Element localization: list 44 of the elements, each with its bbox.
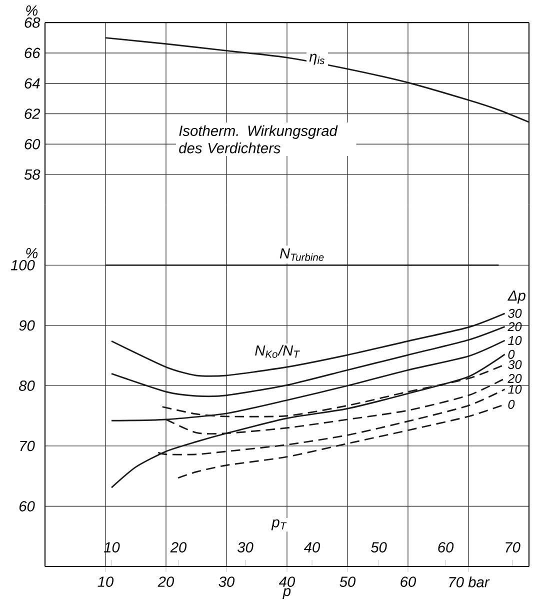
series-label: 10 (508, 384, 522, 394)
series-label: 10 (508, 336, 522, 345)
x2-tick-label: 50 (370, 542, 387, 552)
y-tick-label: 60 (24, 138, 40, 150)
series-label: η$_{is}$ (309, 54, 324, 65)
y-tick-label: 68 (24, 17, 40, 28)
line-series (104, 37, 529, 123)
line-series (110, 326, 506, 397)
y-tick-label: 58 (24, 169, 40, 180)
x2-axis-title: p$_{T}$ (271, 519, 287, 530)
annotation: Isotherm. Wirkungsgrad des Verdichters (179, 125, 338, 154)
y-tick-label: 66 (24, 48, 40, 58)
y-tick-label: 62 (24, 108, 40, 119)
series-label: 0 (508, 400, 515, 409)
series-label: 30 (508, 360, 522, 370)
x-tick-label: 20 (158, 576, 174, 587)
y-tick-label: 80 (19, 380, 35, 391)
y-tick-label: 90 (19, 320, 35, 331)
annotation: N$_{Ko}$/N$_{T}$ (255, 344, 300, 358)
y-tick-label: 64 (24, 78, 40, 89)
x-tick-label: 70 bar (449, 576, 490, 588)
x-tick-label: 50 (340, 576, 356, 587)
line-series (110, 312, 506, 377)
x-tick-label: 40 (278, 576, 296, 587)
series-label: N$_{Turbine}$ (280, 248, 324, 261)
x2-tick-label: 30 (237, 542, 254, 552)
x2-tick-label: 20 (170, 542, 187, 552)
x2-tick-label: 10 (104, 542, 120, 552)
annotation: Δp (508, 290, 526, 304)
x-tick-label: 10 (98, 576, 114, 587)
y-axis-title: % (26, 5, 38, 16)
y-tick-label: 70 (20, 440, 35, 452)
y-tick-label: 100 (10, 260, 35, 270)
x2-tick-label: 70 (506, 542, 520, 552)
x-tick-label: 60 (400, 576, 416, 587)
x-tick-label: 30 (218, 576, 235, 587)
y-axis-title: % (26, 248, 38, 258)
x-axis-title: p (282, 588, 291, 600)
series-label: 30 (508, 308, 522, 318)
x2-tick-label: 40 (304, 542, 320, 552)
series-label: 20 (508, 374, 522, 383)
series-label: 0 (508, 350, 515, 359)
x2-tick-label: 60 (438, 542, 454, 552)
y-tick-label: 60 (19, 501, 35, 512)
